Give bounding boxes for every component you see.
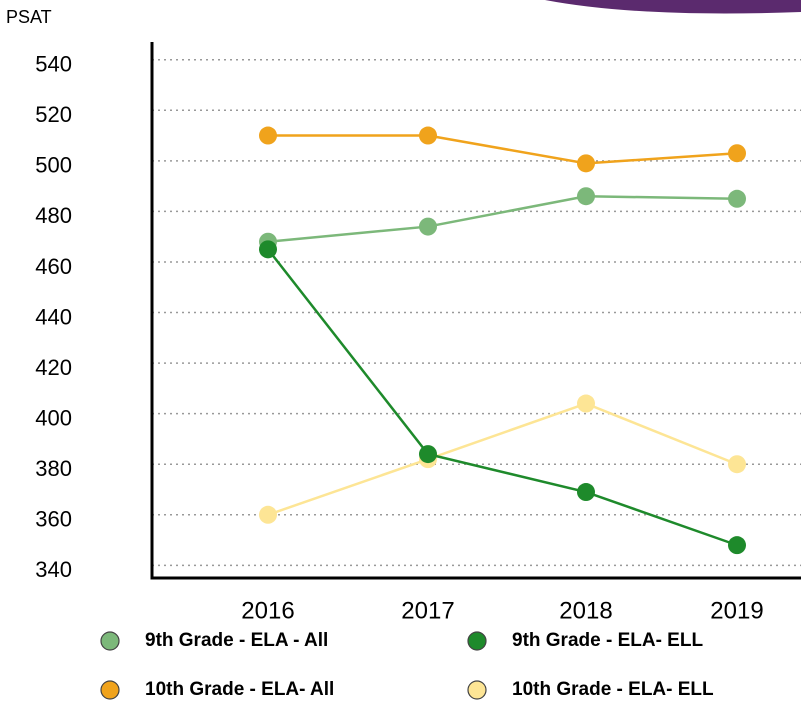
x-tick-label: 2018 (559, 597, 612, 624)
data-point (728, 455, 746, 474)
data-point (728, 144, 746, 163)
series-line (268, 134, 738, 165)
y-tick-label: 460 (35, 254, 72, 279)
legend-label: 10th Grade - ELA- ELL (512, 679, 714, 700)
x-tick-label: 2017 (401, 597, 454, 624)
legend-label: 9th Grade - ELA- ELL (512, 630, 703, 651)
y-tick-label: 420 (35, 355, 72, 380)
data-point (728, 189, 746, 208)
legend-marker (467, 680, 487, 700)
y-tick-label: 340 (35, 557, 72, 582)
y-tick-label: 360 (35, 507, 72, 532)
data-point (259, 505, 277, 524)
data-point (577, 187, 595, 206)
y-tick-label: 380 (35, 456, 72, 481)
data-point (728, 536, 746, 555)
y-tick-label: 520 (35, 102, 72, 127)
y-tick-label: 400 (35, 405, 72, 430)
series-line (267, 248, 738, 547)
legend-marker (100, 631, 120, 651)
y-tick-label: 480 (35, 203, 72, 228)
data-point (577, 154, 595, 173)
data-point (259, 240, 277, 259)
data-point (577, 394, 595, 413)
legend-label: 9th Grade - ELA - All (145, 630, 328, 651)
x-tick-label: 2019 (710, 597, 763, 624)
y-axis-label: PSAT (6, 7, 52, 27)
legend-marker (467, 631, 487, 651)
y-tick-label: 440 (35, 304, 72, 329)
y-tick-label: 500 (35, 153, 72, 178)
data-point (419, 126, 437, 145)
data-point (577, 483, 595, 502)
legend-label: 10th Grade - ELA- All (145, 679, 334, 700)
decoration (545, 0, 801, 14)
legend-marker (100, 680, 120, 700)
data-point (419, 217, 437, 236)
series-line (267, 402, 738, 516)
x-tick-label: 2016 (241, 597, 294, 624)
data-point (259, 126, 277, 145)
data-point (419, 445, 437, 464)
series-line (267, 194, 738, 243)
y-tick-label: 540 (35, 52, 72, 77)
